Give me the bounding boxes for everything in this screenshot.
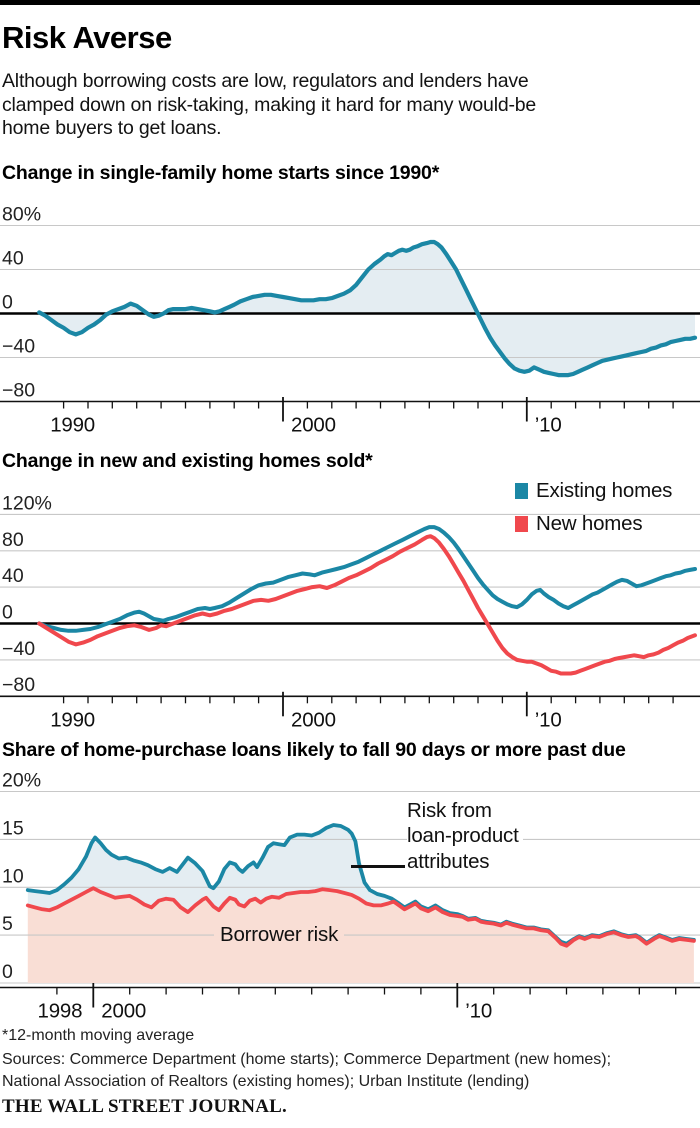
legend-label: Existing homes: [536, 479, 673, 502]
intro-line: home buyers to get loans.: [2, 117, 222, 140]
svg-text:10: 10: [2, 865, 24, 887]
svg-text:0: 0: [2, 602, 13, 624]
svg-text:20%: 20%: [2, 770, 41, 792]
svg-text:−40: −40: [2, 638, 35, 660]
legend-swatch-existing-homes: [515, 483, 528, 499]
chart-legend: Existing homes New homes: [515, 478, 675, 544]
svg-text:5: 5: [2, 913, 13, 935]
svg-text:1990: 1990: [50, 414, 95, 437]
sources-line: Sources: Commerce Department (home start…: [2, 1051, 612, 1068]
borrower-risk-label: Borrower risk: [214, 922, 345, 948]
intro-line: clamped down on risk-taking, making it h…: [2, 93, 537, 116]
legend-item-existing-homes: Existing homes: [515, 478, 675, 504]
chart-heading-home-starts: Change in single-family home starts sinc…: [2, 162, 440, 184]
intro-line: Although borrowing costs are low, regula…: [2, 70, 529, 92]
svg-text:’10: ’10: [535, 708, 562, 731]
callout-line: Risk from: [407, 799, 492, 822]
graphic-title: Risk Averse: [2, 20, 172, 55]
svg-text:’10: ’10: [465, 1000, 492, 1023]
legend-label: New homes: [536, 512, 643, 535]
svg-text:40: 40: [2, 565, 24, 587]
home-starts-chart: 1990 2000 ’10 80% 40 0 −40 −80: [0, 204, 700, 437]
callout-line: attributes: [407, 849, 490, 873]
svg-text:−40: −40: [2, 336, 35, 358]
svg-text:120%: 120%: [2, 492, 52, 514]
homes-sold-chart: 1990 2000 ’10 120% 80 40 0 −40 −80: [0, 492, 700, 731]
chart-heading-loan-risk: Share of home-purchase loans likely to f…: [2, 739, 626, 761]
legend-item-new-homes: New homes: [515, 511, 675, 537]
svg-text:2000: 2000: [101, 1000, 146, 1023]
legend-swatch-new-homes: [515, 516, 528, 532]
svg-text:80%: 80%: [2, 204, 41, 226]
sources: Sources: Commerce Department (home start…: [2, 1049, 611, 1093]
svg-text:−80: −80: [2, 380, 35, 402]
svg-text:−80: −80: [2, 674, 35, 696]
svg-text:0: 0: [2, 292, 13, 314]
svg-text:15: 15: [2, 817, 24, 839]
wsj-credit: THE WALL STREET JOURNAL.: [2, 1096, 287, 1117]
callout-line: loan-product: [407, 824, 519, 848]
graphic-intro: Although borrowing costs are low, regula…: [2, 70, 536, 141]
chart-heading-homes-sold: Change in new and existing homes sold*: [2, 450, 373, 472]
svg-text:1998: 1998: [38, 1000, 83, 1023]
callout-pointer-line: [351, 865, 405, 868]
svg-text:0: 0: [2, 961, 13, 983]
svg-text:2000: 2000: [291, 708, 336, 731]
footnote: *12-month moving average: [2, 1027, 195, 1044]
svg-text:80: 80: [2, 529, 24, 551]
top-rule: [0, 0, 700, 5]
risk-callout: Risk from loan-product attributes: [407, 798, 523, 874]
svg-text:’10: ’10: [535, 414, 562, 437]
svg-text:40: 40: [2, 248, 24, 270]
svg-text:1990: 1990: [50, 708, 95, 731]
svg-text:2000: 2000: [291, 414, 336, 437]
loan-risk-chart: 1998 2000 ’10 20% 15 10 5 0: [0, 770, 700, 1023]
sources-line: National Association of Realtors (existi…: [2, 1072, 530, 1090]
